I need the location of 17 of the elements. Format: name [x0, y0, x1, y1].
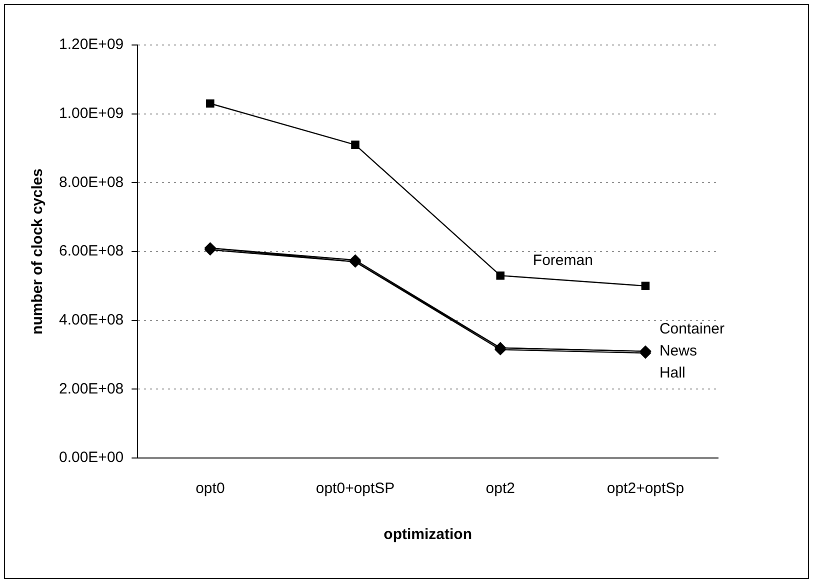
- x-tick-label: opt2: [486, 480, 515, 498]
- x-tick-label: opt0: [196, 480, 225, 498]
- y-tick-label: 6.00E+08: [58, 242, 124, 260]
- series-label: Container: [659, 320, 724, 338]
- series-label: Foreman: [532, 252, 593, 269]
- series-label: News: [659, 342, 697, 360]
- series-label: Hall: [659, 364, 686, 382]
- y-tick-label: 8.00E+08: [58, 174, 124, 191]
- y-tick-label: 2.00E+08: [58, 380, 124, 398]
- y-tick-label: 1.20E+09: [58, 36, 124, 54]
- y-tick-label: 0.00E+00: [58, 449, 124, 466]
- y-tick-label: 1.00E+09: [58, 104, 124, 122]
- x-tick-label: opt0+optSP: [316, 480, 395, 498]
- x-axis-title: optimization: [384, 526, 472, 544]
- y-tick-label: 4.00E+08: [58, 311, 124, 328]
- x-tick-label: opt2+optSp: [606, 480, 684, 498]
- y-axis-title: number of clock cycles: [29, 168, 46, 334]
